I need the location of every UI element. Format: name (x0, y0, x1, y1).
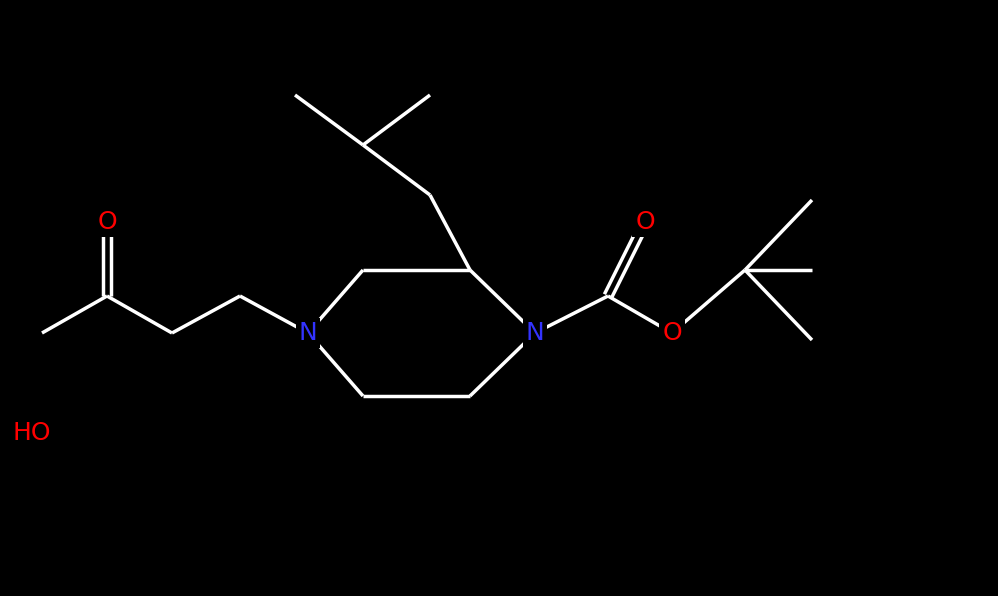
Text: O: O (635, 210, 655, 234)
Text: N: N (526, 321, 544, 345)
Text: O: O (97, 210, 117, 234)
Text: O: O (663, 321, 682, 345)
Text: HO: HO (13, 421, 51, 445)
Text: N: N (298, 321, 317, 345)
